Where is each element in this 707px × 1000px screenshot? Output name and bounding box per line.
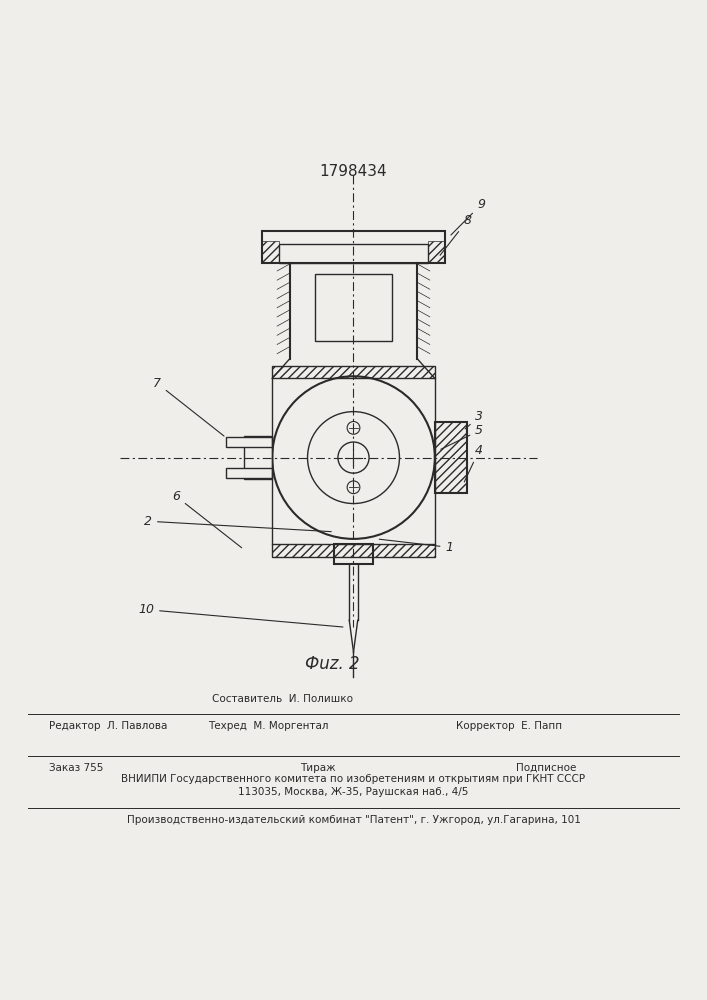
Text: 2: 2: [144, 515, 332, 532]
Text: Подписное: Подписное: [516, 763, 576, 773]
Text: 7: 7: [153, 377, 224, 436]
Text: Производственно-издательский комбинат "Патент", г. Ужгород, ул.Гагарина, 101: Производственно-издательский комбинат "П…: [127, 815, 580, 825]
Bar: [226, 468, 272, 478]
Text: 10: 10: [138, 603, 343, 627]
Text: Тираж: Тираж: [300, 763, 336, 773]
Text: ВНИИПИ Государственного комитета по изобретениям и открытиям при ГКНТ СССР: ВНИИПИ Государственного комитета по изоб…: [122, 774, 585, 784]
Text: Составитель  И. Полишко: Составитель И. Полишко: [212, 694, 354, 704]
Bar: [272, 544, 435, 557]
Bar: [315, 274, 392, 341]
Bar: [244, 436, 272, 479]
Text: Техред  М. Моргентал: Техред М. Моргентал: [209, 721, 329, 731]
Text: Редактор  Л. Павлова: Редактор Л. Павлова: [49, 721, 168, 731]
Bar: [435, 422, 467, 493]
Text: 8: 8: [440, 214, 471, 255]
Text: Заказ 755: Заказ 755: [49, 763, 104, 773]
Text: Фuz. 2: Фuz. 2: [305, 655, 360, 673]
Text: Корректор  Е. Папп: Корректор Е. Папп: [456, 721, 562, 731]
Text: 1798434: 1798434: [320, 164, 387, 179]
Text: 3: 3: [465, 410, 483, 429]
Bar: [272, 366, 435, 378]
Bar: [334, 544, 373, 564]
Bar: [262, 241, 279, 263]
Text: 9: 9: [451, 198, 485, 235]
Bar: [226, 437, 272, 447]
Bar: [279, 244, 428, 263]
Bar: [428, 241, 445, 263]
Text: 5: 5: [441, 424, 483, 449]
Bar: [262, 231, 445, 263]
Text: 6: 6: [173, 490, 242, 548]
Text: 113035, Москва, Ж-35, Раушская наб., 4/5: 113035, Москва, Ж-35, Раушская наб., 4/5: [238, 787, 469, 797]
Text: 1: 1: [379, 539, 453, 554]
Text: 4: 4: [464, 444, 483, 482]
